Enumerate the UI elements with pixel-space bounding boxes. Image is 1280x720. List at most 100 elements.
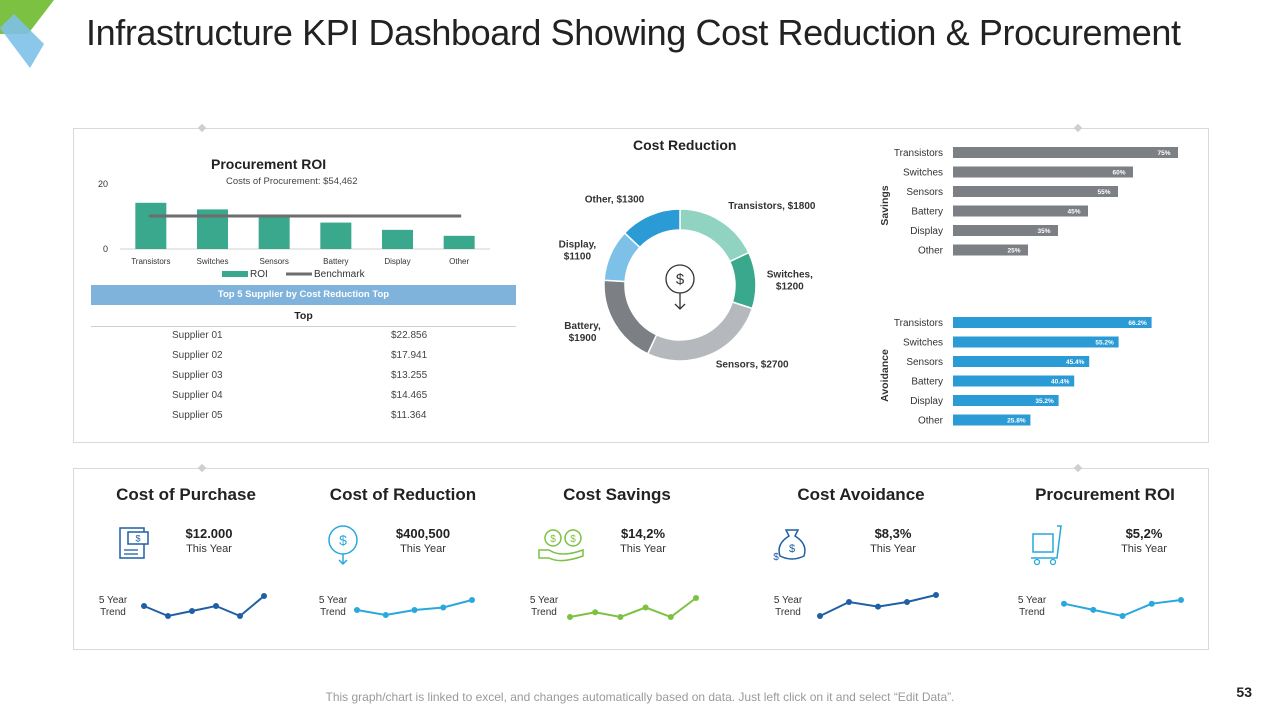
cart-box-icon xyxy=(1031,525,1062,566)
trend-sparkline xyxy=(354,597,475,618)
donut-slice xyxy=(603,279,658,355)
trend-line xyxy=(569,597,697,619)
kpi-panel xyxy=(73,468,1209,650)
donut-chart-title: Cost Reduction xyxy=(633,137,737,153)
donut-slice-label: Switches, $1200 xyxy=(767,269,813,292)
bar xyxy=(953,414,1031,426)
donut-slice-label: Sensors, $2700 xyxy=(716,360,789,371)
trend-point xyxy=(904,599,910,605)
roi-bar xyxy=(135,202,167,249)
legend-roi-swatch xyxy=(222,271,248,277)
category-label: Other xyxy=(918,246,944,257)
trend-label: 5 Year Trend xyxy=(318,595,348,618)
bar xyxy=(953,244,1028,256)
trend-point xyxy=(237,613,243,619)
trend-point xyxy=(693,595,699,601)
roi-chart-subtitle: Costs of Procurement: $54,462 xyxy=(226,176,358,187)
trend-sparkline xyxy=(1061,597,1184,619)
x-tick-label: Sensors xyxy=(259,257,288,266)
roi-bar-chart: 20 0 Transistors Switches Sensors Battery Disp… xyxy=(98,179,490,280)
dollar-clock-icon: $ xyxy=(328,525,358,566)
savings-bar-chart: Transistors 75% Switches 60% Sensors 55% Batte… xyxy=(879,147,1178,257)
bar-value-label: 35% xyxy=(1037,228,1050,235)
trend-point xyxy=(189,608,195,614)
supplier-name: Supplier 02 xyxy=(172,350,223,361)
trend-point xyxy=(933,592,939,598)
kpi-title: Procurement ROI xyxy=(1035,485,1175,504)
corner-decoration xyxy=(0,0,54,68)
bar-value-label: 75% xyxy=(1157,150,1170,157)
trend-point xyxy=(617,614,624,620)
kpi-subtitle: This Year xyxy=(870,543,916,555)
footer-note: This graph/chart is linked to excel, and… xyxy=(325,690,955,704)
roi-bar xyxy=(258,216,290,249)
category-label: Transistors xyxy=(894,318,943,329)
trend-point xyxy=(567,614,573,620)
trend-point xyxy=(817,613,823,619)
bar-value-label: 40.4% xyxy=(1051,379,1070,386)
category-label: Sensors xyxy=(906,187,943,198)
supplier-value: $13.255 xyxy=(391,370,428,381)
trend-point xyxy=(1148,600,1155,607)
invoice-icon: $ xyxy=(119,527,149,559)
category-label: Sensors xyxy=(906,357,943,368)
table-divider xyxy=(91,326,516,327)
supplier-name: Supplier 01 xyxy=(172,330,223,341)
supplier-value: $17.941 xyxy=(391,350,428,361)
x-tick-label: Display xyxy=(384,257,410,266)
cost-reduction-donut-chart: Transistors, $1800 Switches, $1200 Sensors,… xyxy=(559,194,816,371)
trend-label: 5 Year Trend xyxy=(773,595,803,618)
bar xyxy=(953,375,1075,387)
trend-point xyxy=(1061,600,1067,607)
trend-point xyxy=(1178,597,1184,603)
trend-sparkline xyxy=(141,593,267,619)
category-label: Other xyxy=(918,416,944,427)
x-tick-label: Switches xyxy=(196,257,228,266)
supplier-table-column: Top xyxy=(294,310,313,322)
trend-point xyxy=(875,603,881,610)
kpi-title: Cost Savings xyxy=(563,485,671,504)
bar-value-label: 35.2% xyxy=(1035,398,1054,405)
kpi-value: $8,3% xyxy=(874,526,912,541)
dollar-down-icon: $ xyxy=(665,264,695,310)
svg-text:$: $ xyxy=(676,271,685,288)
trend-point xyxy=(592,609,599,616)
category-label: Switches xyxy=(903,168,943,179)
donut-slice xyxy=(646,301,754,362)
roi-chart-title: Procurement ROI xyxy=(211,156,327,172)
category-label: Display xyxy=(910,226,943,237)
trend-point xyxy=(642,604,649,611)
bar xyxy=(953,205,1088,217)
kpi-subtitle: This Year xyxy=(400,543,446,555)
bar xyxy=(953,166,1133,178)
svg-text:$: $ xyxy=(570,534,576,545)
supplier-name: Supplier 03 xyxy=(172,370,223,381)
legend-roi-label: ROI xyxy=(250,269,268,280)
trend-point xyxy=(382,612,389,618)
category-label: Display xyxy=(910,396,943,407)
money-bag-icon: $$ xyxy=(773,529,806,563)
supplier-value: $11.364 xyxy=(391,410,427,421)
donut-slice xyxy=(728,251,757,310)
donut-slice xyxy=(623,208,681,249)
kpi-title: Cost Avoidance xyxy=(797,485,925,504)
hand-coins-icon: $ $ xyxy=(538,529,584,562)
supplier-value: $22.856 xyxy=(391,330,428,341)
bar-value-label: 25% xyxy=(1007,248,1020,255)
roi-bar xyxy=(382,229,413,249)
axis-title: Avoidance xyxy=(879,349,891,402)
trend-label: 5 Year Trend xyxy=(529,595,559,618)
donut-slice-label: Display, $1100 xyxy=(559,239,597,262)
donut-slice-label: Transistors, $1800 xyxy=(728,201,816,212)
bar-value-label: 66.2% xyxy=(1128,320,1147,327)
category-label: Battery xyxy=(911,377,943,388)
x-tick-label: Transistors xyxy=(131,257,170,266)
supplier-table-header: Top 5 Supplier by Cost Reduction Top xyxy=(91,285,516,305)
trend-point xyxy=(440,604,447,611)
trend-label: 5 Year Trend xyxy=(98,595,128,618)
top-panel xyxy=(73,128,1209,443)
kpi-value: $14,2% xyxy=(620,526,666,541)
supplier-name: Supplier 05 xyxy=(172,410,223,421)
x-tick-label: Battery xyxy=(323,257,348,266)
y-tick-label: 20 xyxy=(98,179,108,189)
